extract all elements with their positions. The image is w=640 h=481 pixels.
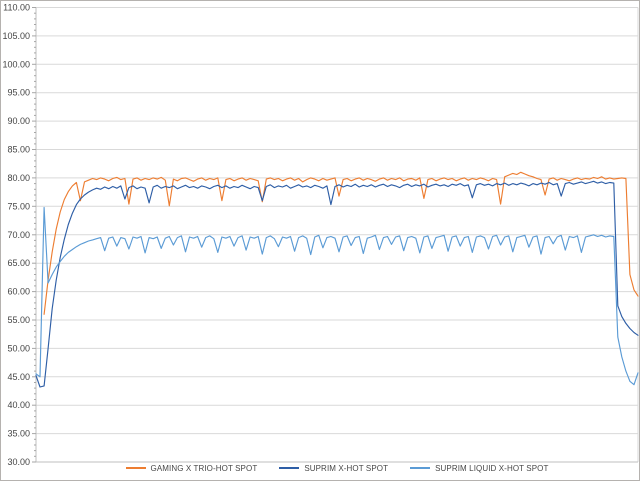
- y-axis-label: 70.00: [7, 230, 30, 240]
- legend-label: SUPRIM LIQUID X-HOT SPOT: [435, 463, 549, 473]
- y-axis-label: 90.00: [7, 116, 30, 126]
- y-axis-label: 85.00: [7, 145, 30, 155]
- y-axis-label: 110.00: [3, 3, 30, 13]
- legend-label: GAMING X TRIO-HOT SPOT: [150, 463, 258, 473]
- y-axis-label: 60.00: [7, 287, 30, 297]
- legend-item-gaming-x-trio: GAMING X TRIO-HOT SPOT: [125, 463, 258, 473]
- series-line-suprim-x-hot-spot: [35, 180, 639, 388]
- y-axis-label: 40.00: [7, 400, 30, 410]
- series-line-gaming-x-trio-hot-spot: [43, 171, 639, 315]
- y-axis-labels: 110.00 105.00 100.00 95.00 90.00 85.00 80.00 75…: [2, 3, 30, 468]
- series-line-suprim-liquid-x-hot-spot: [35, 206, 639, 386]
- y-axis-label: 75.00: [7, 201, 30, 211]
- legend-item-suprim-liquid-x: SUPRIM LIQUID X-HOT SPOT: [410, 464, 548, 473]
- y-axis-label: 95.00: [7, 88, 30, 98]
- y-axis-label: 35.00: [7, 429, 30, 439]
- y-axis-ticks: [32, 7, 36, 463]
- y-axis-label: 105.00: [2, 31, 30, 41]
- y-axis-label: 50.00: [7, 343, 30, 353]
- y-axis-label: 55.00: [7, 315, 30, 325]
- legend-item-suprim-x: SUPRIM X-HOT SPOT: [279, 464, 388, 473]
- legend-line-sample-dark-blue: [279, 467, 300, 469]
- gridlines: [36, 7, 638, 435]
- y-axis-label: 100.00: [2, 59, 30, 69]
- legend-line-sample-light-blue: [410, 467, 431, 469]
- y-axis-label: 65.00: [7, 258, 30, 268]
- y-axis-label: 80.00: [7, 173, 30, 183]
- y-axis-label: 30.00: [7, 457, 30, 467]
- chart-legend: GAMING X TRIO-HOT SPOT SUPRIM X-HOT SPOT…: [36, 459, 638, 477]
- y-axis-label: 45.00: [7, 372, 30, 382]
- legend-line-sample-orange: [125, 467, 146, 469]
- legend-label: SUPRIM X-HOT SPOT: [304, 463, 389, 473]
